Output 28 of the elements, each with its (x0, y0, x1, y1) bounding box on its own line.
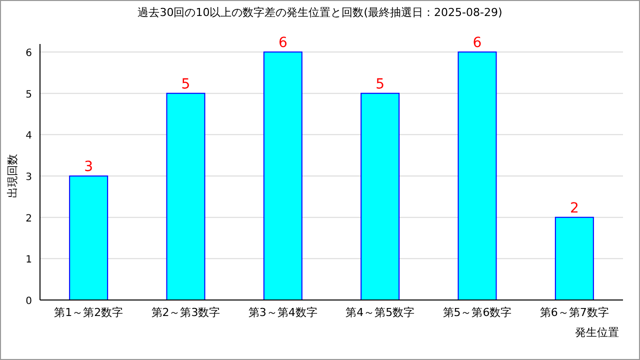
x-tick-label: 第3～第4数字 (248, 306, 318, 319)
bar (458, 52, 497, 300)
data-label: 3 (84, 159, 94, 175)
x-tick-label: 第6～第7数字 (540, 306, 609, 319)
data-label: 2 (570, 200, 579, 216)
x-tick-label: 第4～第5数字 (346, 306, 415, 319)
bar (263, 52, 302, 300)
y-tick-label: 2 (26, 213, 32, 224)
y-tick-label: 6 (26, 48, 32, 59)
y-tick-label: 5 (26, 89, 32, 100)
x-axis-title: 発生位置 (575, 326, 619, 339)
data-label: 5 (376, 76, 385, 92)
y-axis-title: 出現回数 (6, 154, 19, 198)
data-label: 6 (278, 35, 288, 51)
bar (166, 92, 206, 300)
data-label: 6 (472, 35, 482, 51)
data-label: 5 (181, 76, 190, 92)
x-tick-label: 第2～第3数字 (151, 306, 220, 319)
bar (69, 176, 108, 300)
bar (360, 92, 400, 300)
y-tick-label: 1 (26, 254, 32, 266)
y-tick-label: 3 (26, 172, 32, 183)
y-tick-label: 4 (26, 130, 32, 142)
x-tick-label: 第5～第6数字 (442, 306, 512, 319)
y-tick-label: 0 (26, 296, 32, 307)
bar (554, 216, 594, 300)
chart-title: 過去30回の10以上の数字差の発生位置と回数(最終抽選日：2025-08-29) (138, 6, 502, 19)
x-tick-label: 第1～第2数字 (54, 306, 124, 319)
